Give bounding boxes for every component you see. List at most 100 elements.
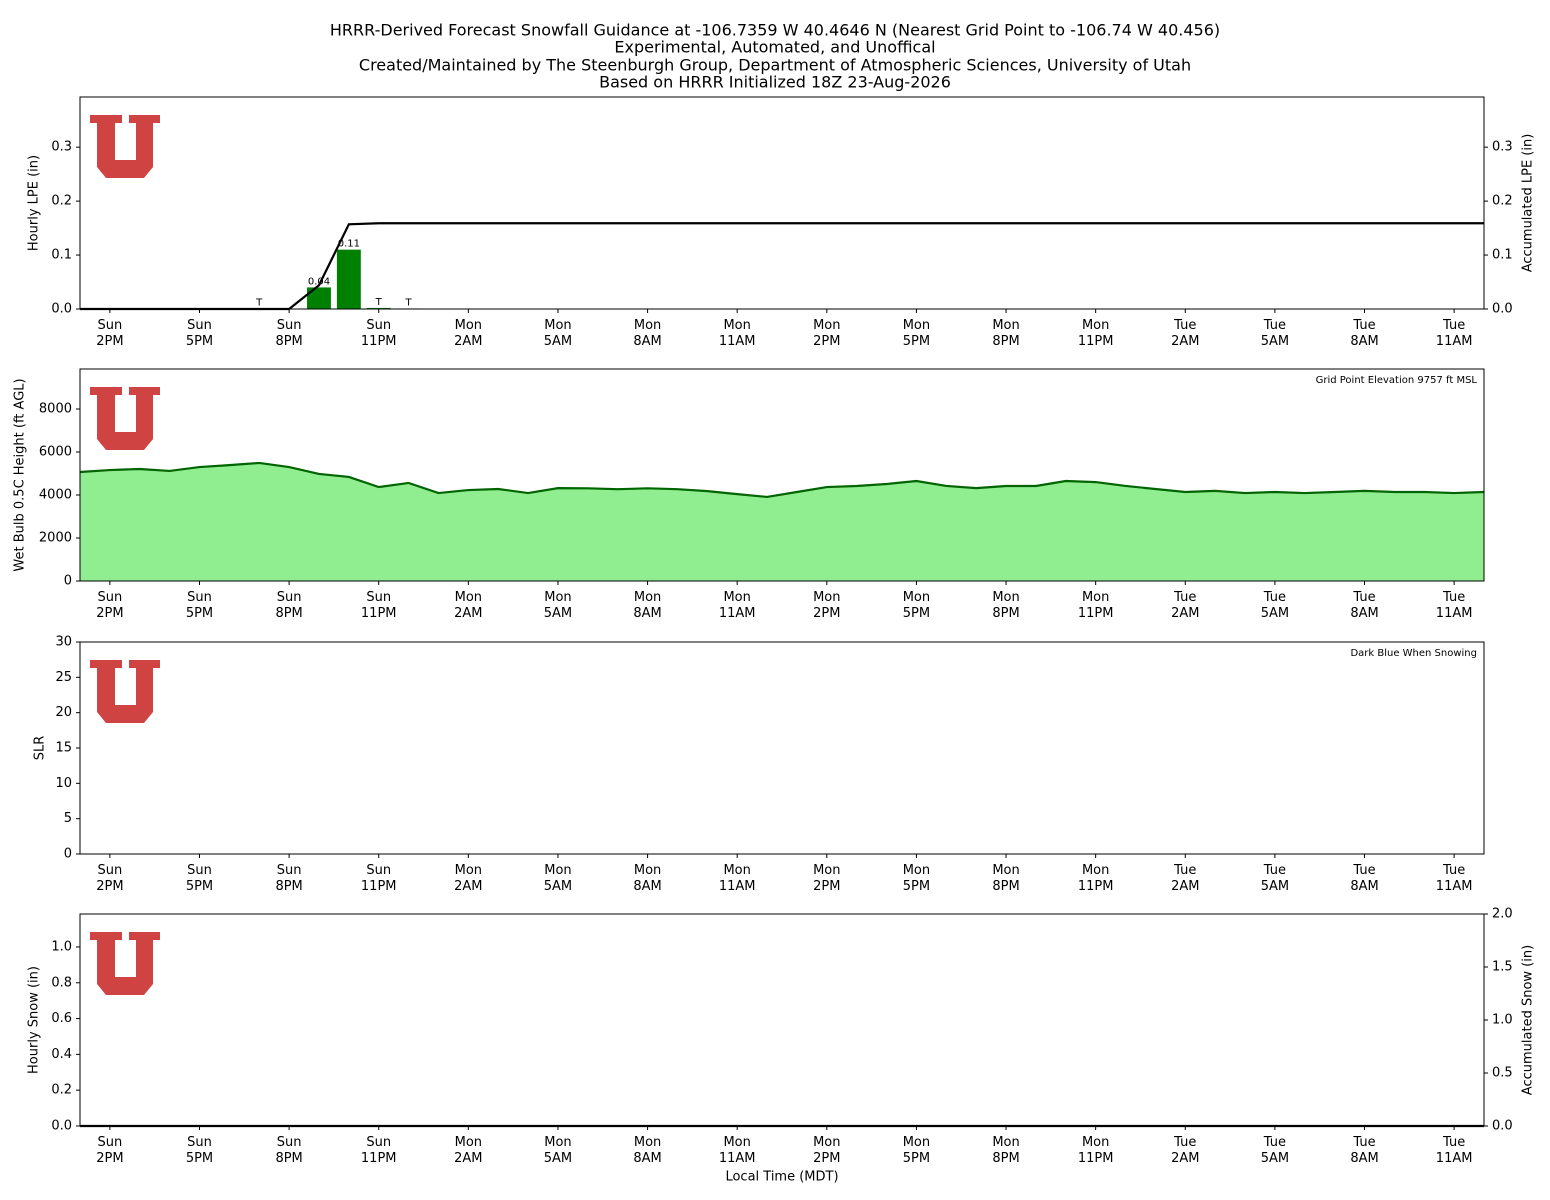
label-line: Mon [544,863,571,878]
label-line: Mon [992,1135,1019,1150]
label-line: Mon [992,863,1019,878]
y-tick-label: 5 [64,811,72,826]
title-line: Based on HRRR Initialized 18Z 23-Aug-202… [599,73,951,92]
value-label: 0.11 [338,239,360,250]
label-line: 5AM [1261,606,1289,621]
label-line: 2AM [1171,1151,1199,1166]
y2-tick-label: 0.5 [1492,1066,1513,1081]
label-line: 5AM [544,334,572,349]
label-line: 5PM [903,334,930,349]
x-tick-label: Tue 8AM [1350,1135,1378,1166]
plot-frame [79,913,1485,1127]
x-tick-label: Mon 2PM [813,318,840,349]
x-tick-label: Sun 5PM [186,318,213,349]
label-line: 5AM [1261,879,1289,894]
x-tick-label: Tue 5AM [1261,863,1289,894]
x-tick-label: Sun 2PM [96,1135,123,1166]
x-tick-label: Mon 2PM [813,863,840,894]
label-line: 5PM [186,334,213,349]
label-line: Sun [187,318,212,333]
label-line: Mon [813,863,840,878]
label-line: Mon [1082,590,1109,605]
x-tick-label: Tue 11AM [1436,1135,1473,1166]
label-line: Sun [277,863,302,878]
y-tick-label: 0 [64,574,72,589]
label-line: 8AM [1350,606,1378,621]
y-tick-label: 25 [55,670,72,685]
label-line: Mon [544,318,571,333]
label-line: 8AM [633,879,661,894]
label-line: 2AM [454,606,482,621]
annotation: Dark Blue When Snowing [1350,648,1477,659]
label-line: Sun [98,863,123,878]
x-tick-label: Mon 2AM [454,590,482,621]
label-line: 11AM [1436,1151,1473,1166]
plot-frame [79,368,1485,582]
label-line: 5PM [903,1151,930,1166]
x-tick-label: Mon 2AM [454,1135,482,1166]
label-line: Tue [1442,590,1465,605]
label-line: 8AM [633,1151,661,1166]
label-line: Mon [1082,863,1109,878]
x-tick-label: Sun 2PM [96,318,123,349]
x-tick-label: Mon 8AM [633,318,661,349]
label-line: 8PM [275,879,302,894]
label-line: 8PM [992,1151,1019,1166]
y-tick-label: 2000 [39,530,72,545]
y2-tick-label: 1.0 [1492,1013,1513,1028]
label-line: Mon [992,318,1019,333]
y-tick-label: 10 [55,776,72,791]
label-line: Sun [98,318,123,333]
label-line: Tue [1173,863,1196,878]
label-line: Tue [1173,590,1196,605]
label-line: Mon [723,1135,750,1150]
y-axis-label: SLR [33,736,48,761]
label-line: 11AM [719,606,756,621]
label-line: Mon [455,590,482,605]
label-line: Mon [903,318,930,333]
y-tick-label: 8000 [39,401,72,416]
label-line: 11PM [1078,879,1114,894]
logo [90,387,160,450]
x-tick-label: Mon 5AM [544,863,572,894]
x-tick-label: Tue 2AM [1171,863,1199,894]
x-tick-label: Sun 11PM [361,1135,397,1166]
label-line: Mon [813,590,840,605]
y2-axis-label: Accumulated Snow (in) [1521,945,1536,1095]
title-line: HRRR-Derived Forecast Snowfall Guidance … [330,21,1220,40]
label-line: 2PM [96,1151,123,1166]
x-tick-label: Tue 2AM [1171,1135,1199,1166]
x-tick-label: Sun 11PM [361,863,397,894]
y2-tick-label: 0.0 [1492,1119,1513,1134]
label-line: Tue [1263,1135,1286,1150]
label-line: Mon [903,1135,930,1150]
y-tick-label: 1.0 [51,939,72,954]
label-line: 5PM [903,606,930,621]
label-line: Mon [634,590,661,605]
x-tick-label: Mon 5PM [903,318,930,349]
label-line: 11AM [719,1151,756,1166]
label-line: 2PM [813,879,840,894]
label-line: Mon [455,863,482,878]
label-line: Mon [634,863,661,878]
label-line: Sun [187,590,212,605]
label-line: Tue [1263,863,1286,878]
logo [90,932,160,995]
label-line: 2AM [454,334,482,349]
label-line: 5PM [186,879,213,894]
x-tick-label: Sun 2PM [96,590,123,621]
y-tick-label: 0.3 [51,140,72,155]
y-tick-label: 0 [64,847,72,862]
x-tick-label: Tue 11AM [1436,590,1473,621]
label-line: 2PM [96,606,123,621]
y2-tick-label: 0.2 [1492,194,1513,209]
plot-frame [79,641,1485,855]
area [80,462,1484,581]
y2-axis-label: Accumulated LPE (in) [1521,134,1536,273]
label-line: Mon [813,318,840,333]
label-line: 5AM [544,879,572,894]
label-line: 8PM [275,606,302,621]
label-line: 5PM [186,606,213,621]
label-line: 2PM [813,334,840,349]
